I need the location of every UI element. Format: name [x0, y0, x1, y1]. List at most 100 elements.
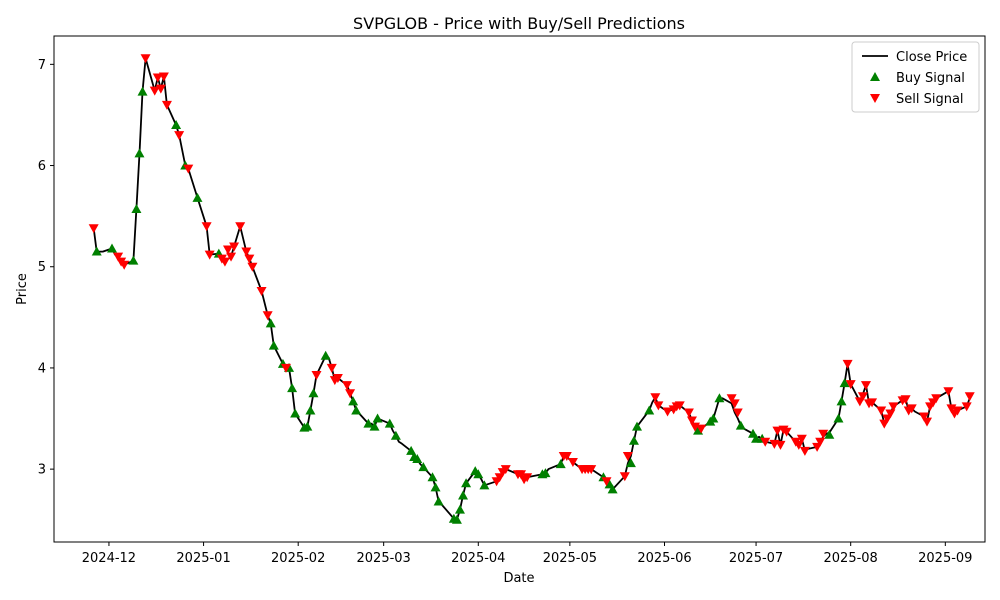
y-tick-label: 7 [38, 58, 46, 73]
x-tick-label: 2024-12 [82, 551, 136, 566]
buy-signal-marker [384, 418, 395, 428]
buy-signal-marker [433, 496, 444, 506]
sell-signal-marker [247, 262, 258, 272]
buy-signal-marker [555, 459, 566, 469]
x-tick-label: 2025-01 [176, 551, 230, 566]
sell-signal-marker [775, 440, 786, 450]
sell-signal-marker [686, 416, 697, 426]
buy-signal-marker [412, 454, 423, 464]
x-tick-label: 2025-04 [451, 551, 505, 566]
sell-signal-marker [345, 389, 356, 399]
y-axis: 3 4 5 6 7 [38, 58, 54, 478]
sell-signal-marker [793, 440, 804, 450]
sell-signal-marker [726, 394, 737, 404]
sell-signal-marker [119, 260, 130, 270]
buy-signal-marker [418, 462, 429, 472]
sell-signal-marker [964, 392, 975, 402]
legend-box [851, 41, 980, 113]
buy-signal-marker [430, 482, 441, 492]
y-tick-label: 3 [38, 463, 46, 478]
sell-signal-marker [781, 427, 792, 437]
x-tick-label: 2025-06 [637, 551, 691, 566]
x-tick-label: 2025-03 [357, 551, 411, 566]
sell-signal-marker [113, 252, 124, 262]
sell-signal-marker [653, 401, 664, 411]
buy-signal-marker [735, 420, 746, 430]
buy-signal-marker [137, 86, 148, 96]
buy-signal-marker [479, 480, 490, 490]
buy-signal-marker [348, 396, 359, 406]
sell-signal-marker [696, 424, 707, 434]
buy-signal-marker [458, 490, 469, 500]
plot-frame [53, 35, 986, 543]
buy-signal-marker [473, 469, 484, 479]
sell-signal-marker [561, 451, 572, 461]
buy-signal-marker [320, 350, 331, 360]
x-tick-label: 2025-08 [824, 551, 878, 566]
sell-signal-marker [867, 398, 878, 408]
sell-signal-marker [140, 54, 151, 64]
sell-signal-marker [161, 100, 172, 110]
y-tick-label: 4 [38, 361, 46, 376]
buy-signal-marker [632, 421, 643, 431]
buy-signal-marker [406, 445, 417, 455]
buy-signal-marker [390, 430, 401, 440]
sell-signal-marker [500, 465, 511, 475]
buy-signal-marker [625, 458, 636, 468]
sell-signal-marker [326, 363, 337, 373]
buy-signal-marker [607, 484, 618, 494]
buy-signal-marker [372, 413, 383, 423]
buy-signal-marker [714, 393, 725, 403]
x-axis-title: Date [503, 571, 534, 586]
sell-signal-marker [332, 374, 343, 384]
buy-signal-marker [268, 340, 279, 350]
y-tick-label: 6 [38, 159, 46, 174]
buy-signal-marker [192, 192, 203, 202]
buy-signal-marker [708, 413, 719, 423]
buy-signal-marker [369, 421, 380, 431]
buy-signal-marker [131, 204, 142, 214]
x-tick-label: 2025-07 [729, 551, 783, 566]
sell-signal-marker [586, 465, 597, 475]
sell-signal-marker [226, 252, 237, 262]
sell-signal-marker [662, 407, 673, 417]
buy-signal-marker [308, 388, 319, 398]
sell-signal-marker [183, 164, 194, 174]
chart-title: SVPGLOB - Price with Buy/Sell Prediction… [353, 14, 685, 33]
legend-label-sell: Sell Signal [896, 92, 964, 107]
sell-signal-marker [256, 287, 267, 297]
buy-signal-marker [824, 429, 835, 439]
legend-sell-triangle-icon [870, 94, 880, 103]
sell-signal-marker [922, 417, 933, 427]
sell-signal-marker [857, 392, 868, 402]
sell-signal-marker [88, 224, 99, 234]
sell-signal-marker [888, 402, 899, 412]
sell-signal-marker [342, 381, 353, 391]
legend-label-close: Close Price [896, 50, 967, 65]
sell-signal-marker [961, 402, 972, 412]
buy-signal-marker [106, 243, 117, 253]
sell-signal-marker [885, 409, 896, 419]
sell-signal-marker [815, 437, 826, 447]
buy-signal-marker [839, 378, 850, 388]
sell-signal-marker [760, 437, 771, 447]
sell-signal-marker [280, 363, 291, 373]
sell-signal-marker [674, 401, 685, 411]
legend-label-buy: Buy Signal [896, 71, 965, 86]
sell-signal-marker [906, 404, 917, 414]
sell-signal-marker [516, 470, 527, 480]
sell-signal-marker [522, 473, 533, 483]
legend-buy-triangle-icon [870, 72, 880, 81]
buy-signal-marker [171, 120, 182, 130]
sell-signal-marker [622, 451, 633, 461]
x-tick-label: 2025-02 [271, 551, 325, 566]
sell-signal-marker [943, 387, 954, 397]
plot-area [88, 54, 975, 524]
x-axis: 2024-12 2025-01 2025-02 2025-03 2025-04 2025-… [82, 542, 972, 566]
buy-signal-marker [351, 405, 362, 415]
sell-signal-marker [931, 394, 942, 404]
sell-signal-marker [229, 242, 240, 252]
sell-signal-marker [222, 245, 233, 255]
sell-signal-marker [732, 408, 743, 418]
